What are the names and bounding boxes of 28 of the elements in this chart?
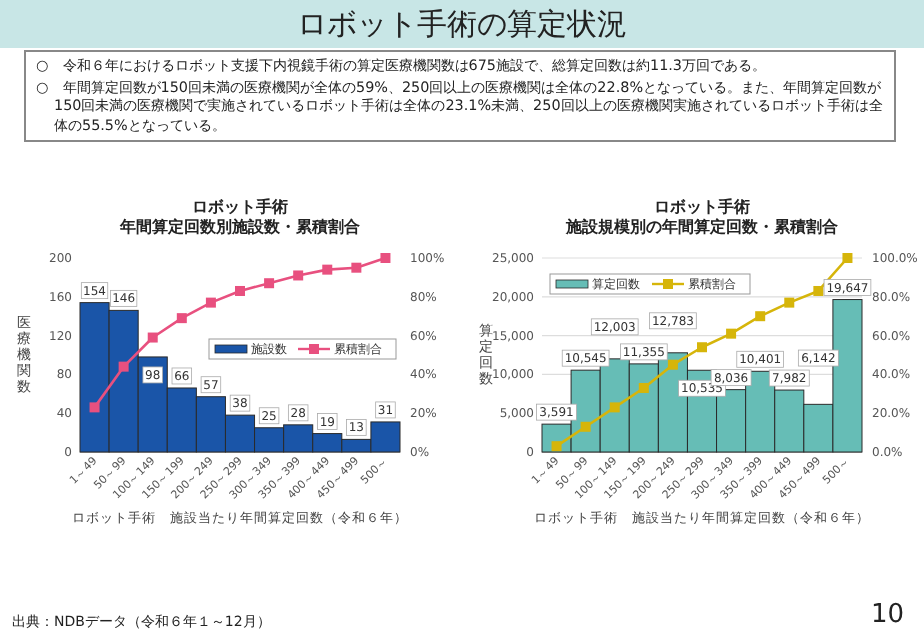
point bbox=[205, 297, 216, 308]
chart-subtitle: 施設規模別の年間算定回数・累積割合 bbox=[564, 216, 840, 236]
point bbox=[667, 359, 678, 370]
point bbox=[322, 264, 333, 275]
point bbox=[147, 332, 158, 343]
point bbox=[842, 253, 853, 263]
point bbox=[118, 361, 129, 372]
point bbox=[609, 402, 620, 413]
point bbox=[580, 421, 591, 432]
text: 10 bbox=[870, 600, 904, 630]
chart-title: ロボット手術 bbox=[192, 198, 288, 216]
point bbox=[264, 278, 275, 289]
point bbox=[726, 328, 737, 339]
point bbox=[551, 441, 562, 452]
chart-title: ロボット手術 bbox=[654, 198, 750, 216]
point bbox=[697, 342, 707, 353]
point bbox=[638, 382, 649, 393]
point bbox=[89, 402, 100, 413]
text: ロボット手術の算定状況 bbox=[0, 0, 924, 48]
point bbox=[293, 270, 304, 281]
chart-subtitle: 年間算定回数別施設数・累積割合 bbox=[118, 216, 362, 236]
point bbox=[176, 313, 187, 324]
point bbox=[351, 262, 362, 273]
point bbox=[784, 297, 795, 308]
point bbox=[235, 285, 245, 296]
point bbox=[813, 285, 824, 296]
point bbox=[380, 253, 391, 263]
point bbox=[755, 311, 766, 322]
